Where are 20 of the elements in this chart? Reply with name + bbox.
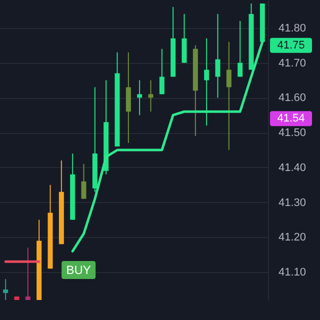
y-tick-label: 41.10 [278, 266, 306, 279]
candlestick [238, 20, 243, 78]
y-tick-label: 41.40 [278, 162, 306, 174]
candlestick [226, 41, 232, 150]
candlestick [215, 13, 220, 98]
annotation: 41.54 [277, 112, 305, 125]
candlestick [148, 80, 154, 112]
annotation: 41.75 [277, 39, 305, 52]
annotation: BUY [66, 263, 91, 277]
y-tick-label: 41.50 [278, 127, 306, 140]
candlestick [3, 278, 8, 300]
candlestick [81, 163, 86, 200]
y-tick-label: 41.80 [278, 22, 306, 34]
y-tick-label: 41.70 [278, 57, 306, 70]
y-tick-label: 41.60 [278, 92, 306, 104]
y-tick-label: 41.30 [278, 196, 306, 209]
candlestick [159, 48, 164, 95]
candlestick [137, 80, 142, 116]
y-tick-label: 41.20 [278, 232, 306, 244]
candlestick [25, 247, 30, 300]
